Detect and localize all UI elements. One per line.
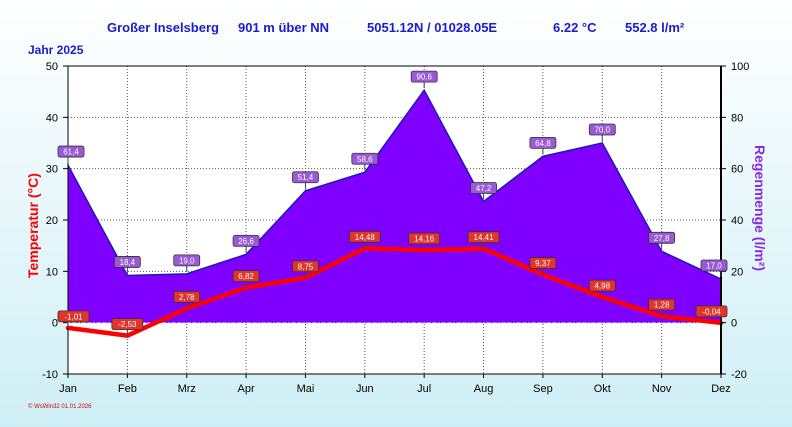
temp-data-label: 8,75: [298, 262, 314, 271]
mean-temperature: 6.22 °C: [553, 20, 597, 35]
y-tick-label: -10: [42, 369, 58, 381]
rain-data-label: 27,8: [654, 234, 670, 243]
rain-data-label-box: [113, 256, 141, 268]
rain-data-label-box: [588, 123, 616, 136]
x-tick-label: Feb: [118, 383, 137, 395]
total-rainfall: 552.8 l/m²: [625, 20, 685, 35]
rain-data-label-box: [232, 234, 260, 247]
y2-tick-label: 60: [731, 164, 743, 176]
y-tick-label: 20: [46, 215, 58, 227]
rain-data-label-box: [470, 182, 497, 194]
x-tick-label: Apr: [238, 383, 255, 395]
rain-data-label: 19,0: [179, 256, 195, 265]
temp-data-label-box: [57, 310, 90, 323]
rain-data-label: 64,8: [535, 139, 551, 148]
rain-data-label-box: [292, 171, 319, 184]
temp-data-label-box: [529, 257, 557, 269]
x-tick-label: Jun: [356, 383, 374, 395]
rain-data-label-box: [410, 70, 438, 83]
y2-tick-label: 100: [731, 61, 749, 73]
x-tick-label: Jan: [59, 383, 77, 395]
rain-data-label: 17,0: [706, 262, 722, 271]
temp-data-label-box: [588, 279, 616, 292]
temperature-layer: [65, 246, 724, 338]
rain-data-label: 47,2: [476, 184, 492, 193]
temp-data-label: -0,04: [702, 307, 721, 316]
y2-tick-label: 80: [731, 112, 743, 124]
temp-data-label-box: [232, 270, 260, 283]
y-tick-label: 0: [52, 318, 58, 330]
temp-data-label-box: [173, 290, 201, 303]
y2-tick-label: 20: [731, 266, 743, 278]
y2-tick-label: -20: [731, 369, 747, 381]
temperature-line: [65, 246, 724, 338]
station-elevation: 901 m über NN: [238, 20, 329, 35]
x-tick-label: Aug: [474, 383, 494, 395]
rain-data-label: 51,4: [298, 173, 314, 182]
x-tick-label: Mai: [297, 383, 315, 395]
rain-data-label-box: [57, 145, 85, 158]
rain-data-label: 61,4: [63, 148, 79, 157]
rain-data-label: 70,0: [594, 126, 610, 135]
rain-data-label: 26,6: [238, 237, 254, 246]
temp-data-label-box: [348, 230, 381, 243]
temp-data-label: -2,53: [118, 320, 137, 329]
y2-axis-title: Regenmenge (l/m²): [752, 145, 768, 271]
rain-data-label-box: [700, 259, 728, 272]
temp-data-label-box: [648, 298, 676, 311]
rain-data-label-box: [529, 136, 557, 149]
x-tick-label: Mrz: [178, 383, 196, 395]
temp-data-label-box: [467, 231, 500, 244]
y-tick-label: 30: [46, 164, 58, 176]
temp-data-label: 9,37: [535, 259, 551, 268]
temp-data-label-box: [695, 305, 728, 318]
rain-data-label: 18,4: [120, 258, 136, 267]
temp-data-label: 14,48: [355, 233, 376, 242]
temp-data-label: 2,78: [179, 293, 195, 302]
temp-data-label-box: [292, 260, 319, 273]
temp-data-label: 4,98: [594, 282, 610, 291]
temp-data-label-box: [408, 232, 441, 245]
rain-data-label-box: [351, 152, 379, 165]
y2-tick-label: 0: [731, 318, 737, 330]
y-tick-label: 10: [46, 266, 58, 278]
x-tick-label: Okt: [594, 383, 611, 395]
rain-data-label-box: [648, 231, 676, 244]
x-tick-label: Dez: [711, 383, 731, 395]
year-label: Jahr 2025: [28, 43, 84, 57]
x-tick-label: Jul: [417, 383, 431, 395]
temp-data-label-box: [111, 318, 144, 331]
station-name: Großer Inselsberg: [107, 20, 219, 35]
y-axis-title: Temperatur (°C): [25, 173, 41, 278]
axes-layer: -10 0 10 20 30 40 50 -20 0 20 40 60 80 100 Jan Feb Mrz Ap…: [42, 61, 749, 395]
temp-data-label: 14,41: [474, 233, 495, 242]
y2-tick-label: 40: [731, 215, 743, 227]
y-tick-label: 40: [46, 112, 58, 124]
temp-data-label: 6,82: [238, 272, 254, 281]
y-tick-label: 50: [46, 61, 58, 73]
temp-data-label: 14,16: [414, 234, 435, 243]
x-tick-label: Sep: [533, 383, 553, 395]
rain-outline: [67, 88, 722, 280]
rain-data-label-box: [173, 254, 201, 267]
rain-area: [68, 90, 721, 323]
data-labels-layer: 61,4 18,4 19,0 26,6 51,4 58,6 90,6 47,2 64,8 70,0…: [57, 70, 728, 336]
rain-data-label: 58,6: [357, 155, 373, 164]
station-coords: 5051.12N / 01028.05E: [367, 20, 497, 35]
footer-credit: © WsWin32 01.01.2026: [28, 403, 92, 410]
rain-area-layer: [67, 88, 722, 323]
rain-data-label: 90,6: [416, 73, 432, 82]
temp-data-label: 1,28: [654, 301, 670, 310]
temp-data-label: -1,01: [64, 312, 83, 321]
x-tick-label: Nov: [652, 383, 672, 395]
